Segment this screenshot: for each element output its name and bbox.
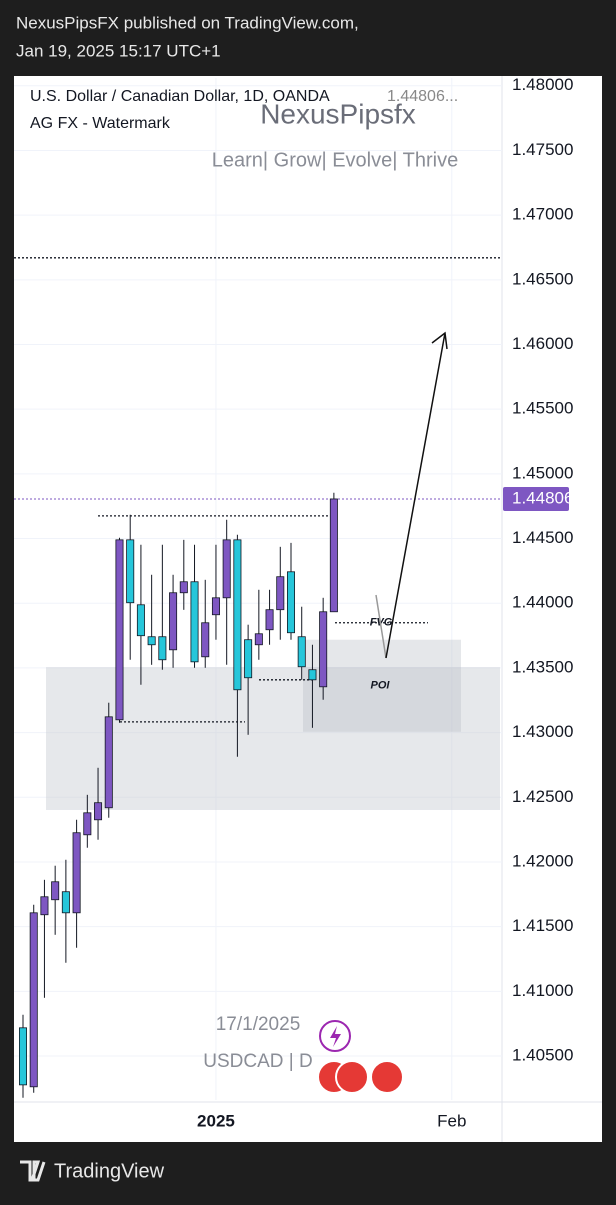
- y-tick-label: 1.43500: [512, 657, 573, 676]
- candle-body: [83, 812, 92, 836]
- candle-body: [265, 609, 274, 631]
- candle-body: [126, 539, 135, 604]
- y-tick-label: 1.41000: [512, 981, 573, 1000]
- candle-body: [329, 498, 338, 613]
- indicator: AG FX - Watermark: [30, 115, 171, 132]
- tagline: Learn| Grow| Evolve| Thrive: [212, 149, 458, 171]
- candle-body: [147, 636, 156, 646]
- candle-body: [158, 636, 167, 661]
- flag-badge[interactable]: [335, 1060, 369, 1094]
- y-tick-label: 1.48000: [512, 75, 573, 94]
- y-tick-label: 1.46000: [512, 334, 573, 353]
- y-tick-label: 1.41500: [512, 916, 573, 935]
- y-tick-label: 1.44500: [512, 528, 573, 547]
- y-tick-label: 1.45500: [512, 399, 573, 418]
- candle-body: [254, 633, 263, 646]
- candle-body: [222, 539, 231, 599]
- candle-body: [115, 539, 124, 721]
- y-tick-label: 1.42500: [512, 787, 573, 806]
- x-tick-label: 2025: [197, 1111, 235, 1130]
- symbol: U.S. Dollar / Canadian Dollar, 1D, OANDA: [30, 88, 330, 105]
- candle-body: [136, 604, 145, 637]
- y-tick-label: 1.40500: [512, 1045, 573, 1064]
- candle-body: [40, 896, 49, 916]
- x-tick-label: Feb: [437, 1111, 466, 1130]
- event-icon: [330, 1026, 341, 1047]
- candle-body: [244, 639, 253, 679]
- level-label: FVG: [370, 617, 393, 629]
- chart-panel: [14, 76, 602, 1142]
- projection-arrow: [375, 594, 387, 659]
- candle-body: [179, 581, 188, 594]
- y-tick-label: 1.42000: [512, 851, 573, 870]
- price-tag: [503, 486, 569, 511]
- candle-body: [169, 592, 178, 651]
- candle-body: [211, 597, 220, 616]
- candle-body: [61, 891, 70, 914]
- y-tick-label: 1.47500: [512, 140, 573, 159]
- candle-body: [190, 581, 199, 663]
- flag-badge[interactable]: [370, 1060, 404, 1094]
- projection-arrow: [385, 331, 448, 659]
- publisher: NexusPipsFX published on TradingView.com…: [16, 13, 359, 32]
- candle-body: [18, 1027, 27, 1086]
- footer-brand: TradingView: [54, 1160, 165, 1182]
- price-tag-label: 1.44806: [512, 488, 573, 507]
- y-tick-label: 1.43000: [512, 722, 573, 741]
- candle-body: [233, 539, 242, 691]
- candle-body: [308, 669, 317, 681]
- candle-body: [29, 912, 38, 1088]
- zone: [303, 639, 461, 732]
- plot: POI FVG: [14, 78, 502, 1100]
- candle-body: [297, 636, 306, 668]
- candle-body: [286, 571, 295, 634]
- candle-body: [104, 716, 113, 809]
- note-symbol: USDCAD | D: [203, 1051, 312, 1072]
- zone-label: POI: [371, 680, 391, 692]
- symbol-price: 1.44806...: [387, 88, 458, 105]
- note-date: 17/1/2025: [216, 1014, 301, 1035]
- candle-body: [276, 576, 285, 611]
- y-tick-label: 1.44000: [512, 593, 573, 612]
- y-tick-label: 1.46500: [512, 269, 573, 288]
- logo: [20, 1160, 46, 1182]
- y-tick-label: 1.47000: [512, 205, 573, 224]
- candle-body: [51, 881, 60, 901]
- candle-body: [201, 622, 210, 658]
- watermark: NexusPipsfx: [260, 98, 416, 129]
- candle-body: [319, 611, 328, 688]
- publish-date: Jan 19, 2025 15:17 UTC+1: [16, 41, 221, 60]
- candle-body: [72, 832, 81, 914]
- candle-body: [94, 802, 103, 821]
- y-tick-label: 1.45000: [512, 463, 573, 482]
